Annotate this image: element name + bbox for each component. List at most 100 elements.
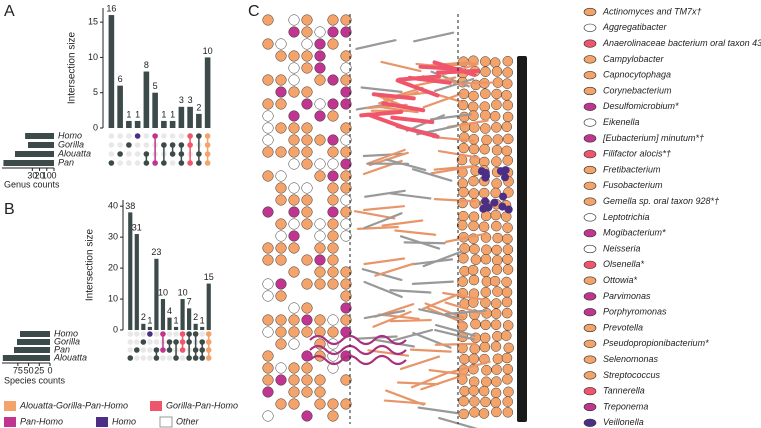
filament <box>432 135 475 142</box>
cell <box>502 233 513 245</box>
y-tick-label: 20 <box>108 262 118 272</box>
matrix-dot <box>134 331 140 337</box>
cell <box>327 182 339 194</box>
cell <box>301 146 313 158</box>
cell <box>340 266 352 278</box>
member-dot <box>199 339 205 345</box>
filament <box>363 280 403 299</box>
legend-label: Pan-Homo <box>20 416 63 426</box>
cell <box>327 206 339 218</box>
cell <box>492 330 503 342</box>
cell <box>275 182 287 194</box>
x-axis-label: Genus counts <box>4 179 60 189</box>
cell <box>502 111 514 123</box>
matrix-dot <box>178 133 185 139</box>
set-name: Homo <box>54 328 78 338</box>
value-label: 3 <box>179 95 184 105</box>
cell <box>340 98 352 110</box>
cell <box>491 376 502 387</box>
filament <box>411 168 453 182</box>
cell <box>327 410 339 422</box>
value-label: 1 <box>135 109 140 119</box>
matrix-dot <box>126 160 132 166</box>
cell <box>327 326 339 338</box>
x-tick-label: 20 <box>35 170 45 180</box>
set-bar <box>15 151 54 157</box>
cell <box>469 396 480 407</box>
cell <box>458 252 469 264</box>
member-dot <box>187 133 193 139</box>
cell <box>288 302 300 314</box>
set-bar <box>2 355 50 361</box>
set-name: Homo <box>58 130 82 140</box>
cell <box>340 122 352 134</box>
cell <box>301 362 313 374</box>
value-label: 2 <box>193 312 198 322</box>
cell <box>502 78 513 89</box>
member-dot <box>178 151 185 157</box>
cell <box>314 110 326 122</box>
cell <box>262 170 274 182</box>
filament <box>424 302 465 319</box>
member-dot <box>204 142 211 148</box>
cell <box>275 38 287 50</box>
filament <box>444 309 487 316</box>
cell <box>490 198 499 207</box>
cell <box>502 244 514 255</box>
legend-label: Other <box>176 416 200 426</box>
cell <box>327 194 339 206</box>
value-label: 1 <box>147 315 152 325</box>
member-dot <box>147 331 153 337</box>
cell <box>314 242 326 254</box>
x-tick-label: 25 <box>34 365 44 375</box>
filament <box>428 369 471 377</box>
value-label: 6 <box>118 74 123 84</box>
cell <box>489 110 501 122</box>
cell <box>314 278 326 290</box>
cell <box>275 218 287 230</box>
value-label: 16 <box>106 3 116 13</box>
bar <box>134 120 141 128</box>
matrix-dot <box>153 339 160 345</box>
cell <box>262 242 274 254</box>
cell <box>458 210 469 222</box>
member-dot <box>186 331 192 337</box>
bar <box>161 120 167 128</box>
cell <box>301 26 313 38</box>
cell <box>502 67 513 78</box>
cell <box>340 86 352 98</box>
cell <box>481 376 492 388</box>
matrix-dot <box>147 355 153 361</box>
matrix-dot <box>169 133 176 139</box>
cell <box>501 287 513 298</box>
member-dot <box>192 331 199 337</box>
taxon-icon <box>583 197 597 206</box>
member-dot <box>140 339 147 345</box>
cell <box>314 230 326 242</box>
bar <box>128 212 133 330</box>
taxon-icon <box>583 55 597 64</box>
x-tick-label: 10 <box>42 170 52 180</box>
y-tick-label: 15 <box>88 16 98 26</box>
bar <box>200 326 205 330</box>
cell <box>340 134 352 146</box>
cell <box>340 398 352 410</box>
cell <box>492 134 504 145</box>
cell <box>275 86 287 98</box>
cell <box>275 50 287 62</box>
cell <box>340 14 352 26</box>
cell <box>327 110 339 122</box>
value-label: 1 <box>200 315 205 325</box>
filament <box>371 92 416 101</box>
panel-label: A <box>4 3 15 20</box>
cell <box>480 319 491 331</box>
cell <box>458 186 469 198</box>
cell <box>470 79 482 91</box>
member-dot <box>160 347 166 353</box>
y-tick-label: 5 <box>93 87 98 97</box>
member-dot <box>166 347 173 353</box>
member-dot <box>187 142 193 148</box>
spirochete <box>309 344 407 356</box>
taxon-icon <box>583 39 597 48</box>
cell <box>327 314 339 326</box>
